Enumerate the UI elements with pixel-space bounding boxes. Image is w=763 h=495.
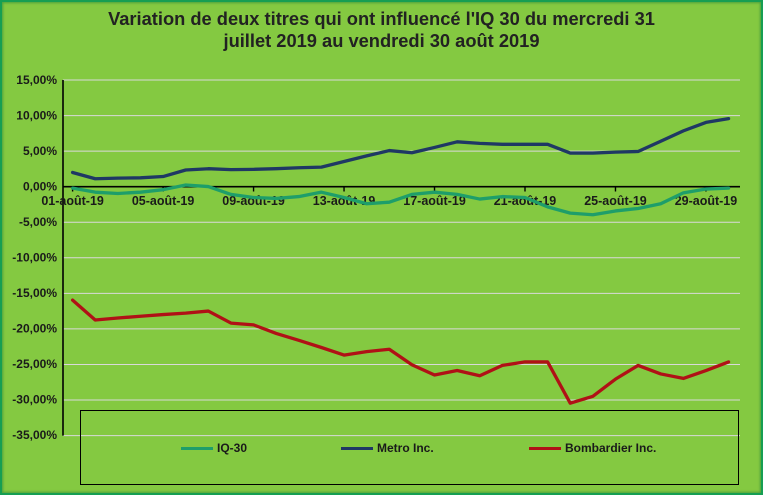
svg-text:-20,00%: -20,00% bbox=[12, 322, 57, 336]
svg-text:5,00%: 5,00% bbox=[23, 144, 57, 158]
svg-text:-35,00%: -35,00% bbox=[12, 428, 57, 442]
svg-text:01-août-19: 01-août-19 bbox=[41, 194, 104, 208]
svg-text:-5,00%: -5,00% bbox=[19, 215, 57, 229]
svg-text:-15,00%: -15,00% bbox=[12, 286, 57, 300]
svg-text:10,00%: 10,00% bbox=[16, 109, 57, 123]
svg-text:15,00%: 15,00% bbox=[16, 73, 57, 87]
svg-text:-10,00%: -10,00% bbox=[12, 251, 57, 265]
svg-text:05-août-19: 05-août-19 bbox=[132, 194, 195, 208]
svg-text:25-août-19: 25-août-19 bbox=[584, 194, 647, 208]
svg-text:0,00%: 0,00% bbox=[23, 180, 57, 194]
svg-text:29-août-19: 29-août-19 bbox=[675, 194, 738, 208]
svg-text:17-août-19: 17-août-19 bbox=[403, 194, 466, 208]
svg-text:-25,00%: -25,00% bbox=[12, 357, 57, 371]
svg-text:-30,00%: -30,00% bbox=[12, 393, 57, 407]
